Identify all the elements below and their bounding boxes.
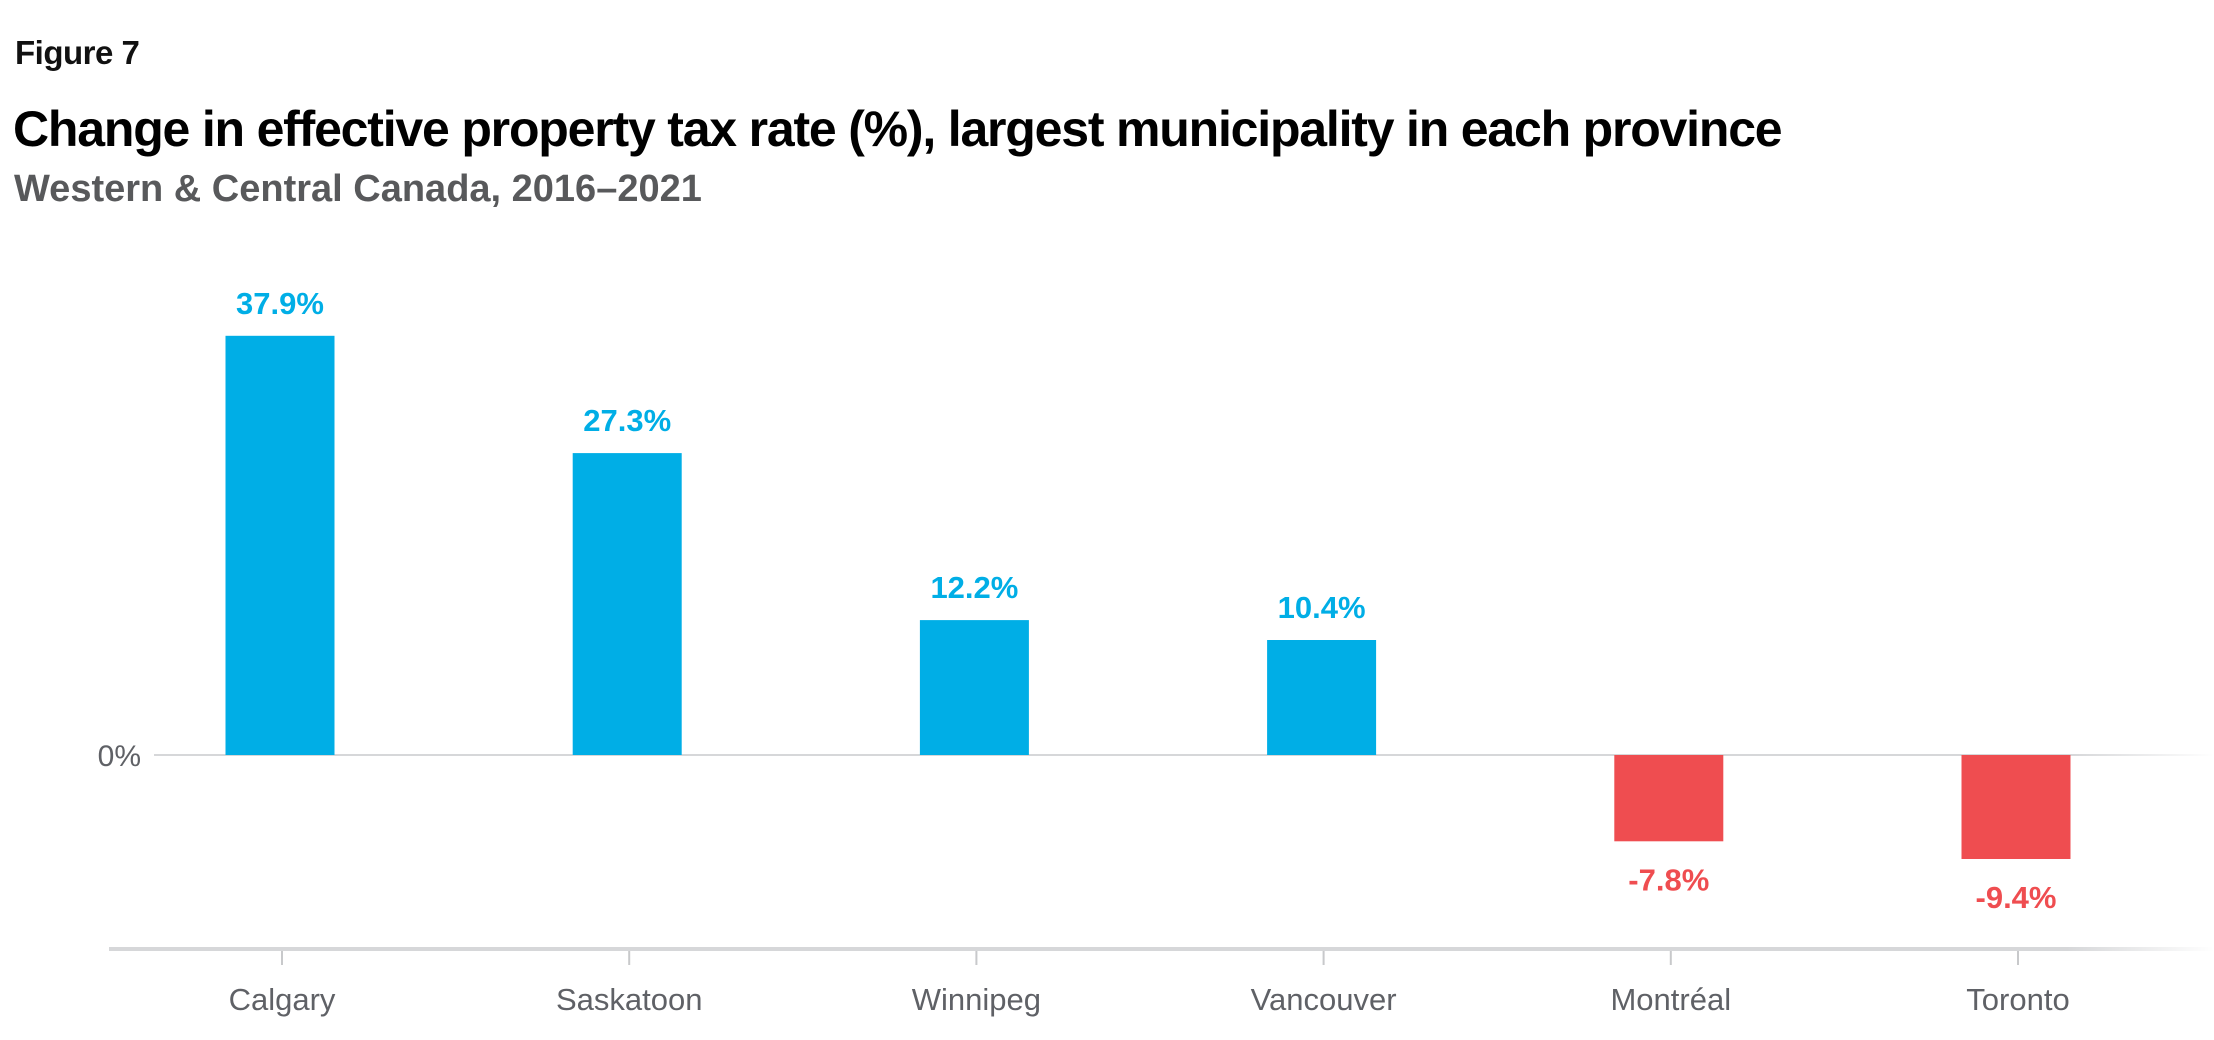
x-tick-vancouver bbox=[1322, 951, 1325, 965]
axes-group: 0% bbox=[98, 740, 2214, 951]
x-tick-saskatoon bbox=[628, 951, 631, 965]
bar-calgary bbox=[225, 335, 335, 755]
zero-baseline bbox=[154, 754, 2214, 756]
bars-group bbox=[225, 335, 2071, 859]
value-label-montreal: -7.8% bbox=[1628, 862, 1709, 897]
chart-title: Change in effective property tax rate (%… bbox=[13, 101, 1783, 157]
category-label-vancouver: Vancouver bbox=[1251, 982, 1397, 1017]
category-label-saskatoon: Saskatoon bbox=[556, 982, 703, 1017]
category-labels-group: Calgary Saskatoon Winnipeg Vancouver Montréa… bbox=[229, 982, 2070, 1017]
category-label-montreal: Montréal bbox=[1610, 982, 1731, 1017]
x-tick-toronto bbox=[2017, 951, 2019, 965]
x-tick-winnipeg bbox=[975, 951, 978, 965]
x-axis-line bbox=[109, 947, 2214, 951]
value-label-calgary: 37.9% bbox=[236, 286, 324, 321]
figure-number-label: Figure 7 bbox=[15, 34, 140, 71]
value-labels-group: 37.9% 27.3% 12.2% 10.4% -7.8% -9.4% bbox=[236, 286, 2056, 915]
x-ticks-group bbox=[281, 951, 2019, 965]
bar-montreal bbox=[1614, 755, 1724, 842]
category-label-toronto: Toronto bbox=[1966, 982, 2069, 1017]
y-tick-label-zero: 0% bbox=[98, 740, 141, 773]
bar-saskatoon bbox=[572, 453, 682, 755]
bar-vancouver bbox=[1267, 640, 1377, 755]
x-tick-calgary bbox=[281, 951, 283, 965]
value-label-saskatoon: 27.3% bbox=[583, 403, 671, 438]
value-label-vancouver: 10.4% bbox=[1278, 590, 1366, 625]
bar-winnipeg bbox=[919, 620, 1029, 755]
value-label-toronto: -9.4% bbox=[1976, 880, 2057, 915]
category-label-calgary: Calgary bbox=[229, 982, 336, 1017]
category-label-winnipeg: Winnipeg bbox=[912, 982, 1041, 1017]
x-tick-montreal bbox=[1669, 951, 1672, 965]
chart-subtitle: Western & Central Canada, 2016–2021 bbox=[14, 168, 702, 210]
value-label-winnipeg: 12.2% bbox=[930, 570, 1018, 605]
bar-toronto bbox=[1961, 755, 2071, 859]
